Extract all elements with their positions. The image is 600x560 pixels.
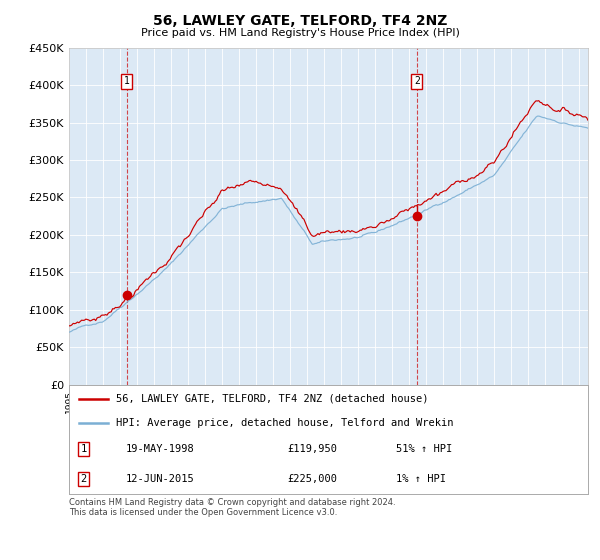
Text: 1: 1 (80, 444, 86, 454)
Text: £225,000: £225,000 (287, 474, 337, 484)
Text: HPI: Average price, detached house, Telford and Wrekin: HPI: Average price, detached house, Telf… (116, 418, 453, 428)
Text: 2: 2 (414, 76, 420, 86)
Text: £119,950: £119,950 (287, 444, 337, 454)
Text: 1: 1 (124, 76, 130, 86)
Text: 2: 2 (80, 474, 86, 484)
Text: Contains HM Land Registry data © Crown copyright and database right 2024.
This d: Contains HM Land Registry data © Crown c… (69, 498, 395, 517)
Text: 19-MAY-1998: 19-MAY-1998 (126, 444, 195, 454)
Text: 56, LAWLEY GATE, TELFORD, TF4 2NZ (detached house): 56, LAWLEY GATE, TELFORD, TF4 2NZ (detac… (116, 394, 428, 404)
Text: 56, LAWLEY GATE, TELFORD, TF4 2NZ: 56, LAWLEY GATE, TELFORD, TF4 2NZ (153, 14, 447, 28)
Text: Price paid vs. HM Land Registry's House Price Index (HPI): Price paid vs. HM Land Registry's House … (140, 28, 460, 38)
Text: 12-JUN-2015: 12-JUN-2015 (126, 474, 195, 484)
Text: 1% ↑ HPI: 1% ↑ HPI (396, 474, 446, 484)
Text: 51% ↑ HPI: 51% ↑ HPI (396, 444, 452, 454)
